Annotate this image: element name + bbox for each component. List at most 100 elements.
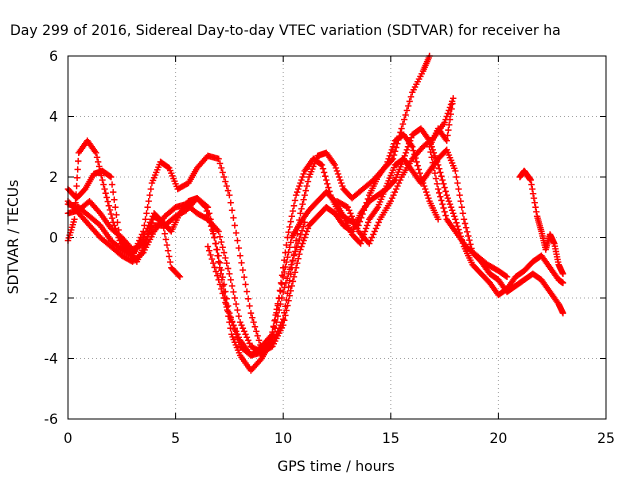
data-point — [287, 287, 294, 295]
data-point — [402, 111, 409, 119]
data-point — [299, 201, 306, 208]
data-point — [530, 194, 538, 202]
data-point — [333, 167, 341, 175]
data-point — [232, 229, 240, 237]
data-point — [434, 216, 442, 223]
data-point — [297, 179, 304, 187]
data-point — [146, 219, 154, 226]
data-point — [175, 272, 183, 279]
data-point — [331, 161, 339, 169]
data-point — [388, 194, 396, 202]
data-point — [443, 191, 450, 199]
data-point — [391, 188, 399, 196]
data-point — [236, 319, 244, 326]
data-point — [290, 273, 298, 281]
data-point — [441, 184, 448, 191]
data-point — [226, 312, 233, 320]
data-point — [164, 163, 172, 171]
data-point — [445, 126, 452, 134]
data-point — [431, 152, 439, 160]
data-point — [167, 258, 174, 266]
data-point — [434, 185, 442, 193]
data-point — [106, 173, 114, 180]
data-point — [289, 278, 297, 285]
data-point — [408, 134, 415, 141]
data-point — [295, 185, 302, 193]
data-point — [219, 274, 226, 281]
data-point — [215, 258, 222, 265]
data-point — [529, 190, 537, 197]
data-point — [253, 328, 260, 335]
data-point — [145, 222, 152, 229]
data-point — [300, 170, 307, 178]
data-point — [101, 185, 108, 193]
x-tick-label: 15 — [382, 431, 400, 447]
data-point — [287, 239, 294, 246]
data-point — [436, 165, 443, 172]
data-point — [371, 228, 378, 235]
data-point — [325, 184, 332, 191]
data-point — [295, 255, 302, 262]
data-point — [390, 140, 398, 147]
data-point — [138, 250, 146, 257]
data-point — [231, 325, 238, 332]
data-point — [296, 235, 303, 243]
data-point — [392, 144, 400, 151]
data-point — [300, 196, 307, 203]
data-point — [270, 331, 277, 338]
data-point — [232, 328, 240, 335]
data-point — [280, 315, 287, 323]
data-point — [416, 170, 424, 177]
data-point — [283, 307, 290, 314]
data-point — [227, 315, 234, 323]
data-point — [163, 241, 171, 249]
data-point — [296, 182, 303, 190]
data-point — [430, 164, 438, 172]
y-tick-label: 4 — [49, 110, 58, 126]
data-point — [429, 159, 436, 166]
data-points — [64, 52, 567, 374]
data-point — [298, 205, 305, 212]
data-point — [224, 187, 232, 194]
data-point — [236, 252, 244, 259]
data-point — [404, 143, 412, 150]
data-point — [232, 300, 240, 308]
data-point — [224, 302, 232, 310]
data-point — [280, 288, 287, 296]
data-point — [465, 232, 472, 240]
x-axis-label: GPS time / hours — [277, 459, 394, 475]
data-point — [223, 260, 230, 267]
data-point — [433, 180, 441, 188]
data-point — [296, 250, 303, 258]
data-point — [304, 178, 312, 185]
data-point — [145, 198, 152, 205]
data-point — [211, 234, 218, 241]
data-point — [211, 264, 218, 271]
data-point — [301, 191, 308, 199]
data-point — [240, 328, 248, 335]
data-point — [216, 281, 224, 288]
data-point — [277, 300, 284, 308]
data-point — [394, 182, 401, 190]
data-point — [73, 174, 81, 181]
data-point — [415, 166, 422, 173]
data-point — [366, 240, 373, 247]
y-tick-label: 0 — [49, 231, 58, 247]
data-point — [96, 163, 103, 170]
data-point — [374, 222, 381, 229]
data-point — [269, 337, 276, 344]
data-point — [438, 173, 445, 180]
data-point — [291, 197, 299, 204]
data-point — [234, 331, 241, 338]
data-point — [165, 253, 173, 260]
data-point — [203, 202, 210, 210]
data-point — [222, 178, 229, 185]
data-point — [293, 260, 301, 267]
data-point — [387, 198, 394, 205]
data-point — [207, 251, 214, 259]
data-point — [250, 319, 257, 326]
data-point — [286, 292, 293, 299]
data-point — [219, 169, 226, 176]
data-point — [453, 173, 460, 181]
data-point — [212, 268, 220, 275]
